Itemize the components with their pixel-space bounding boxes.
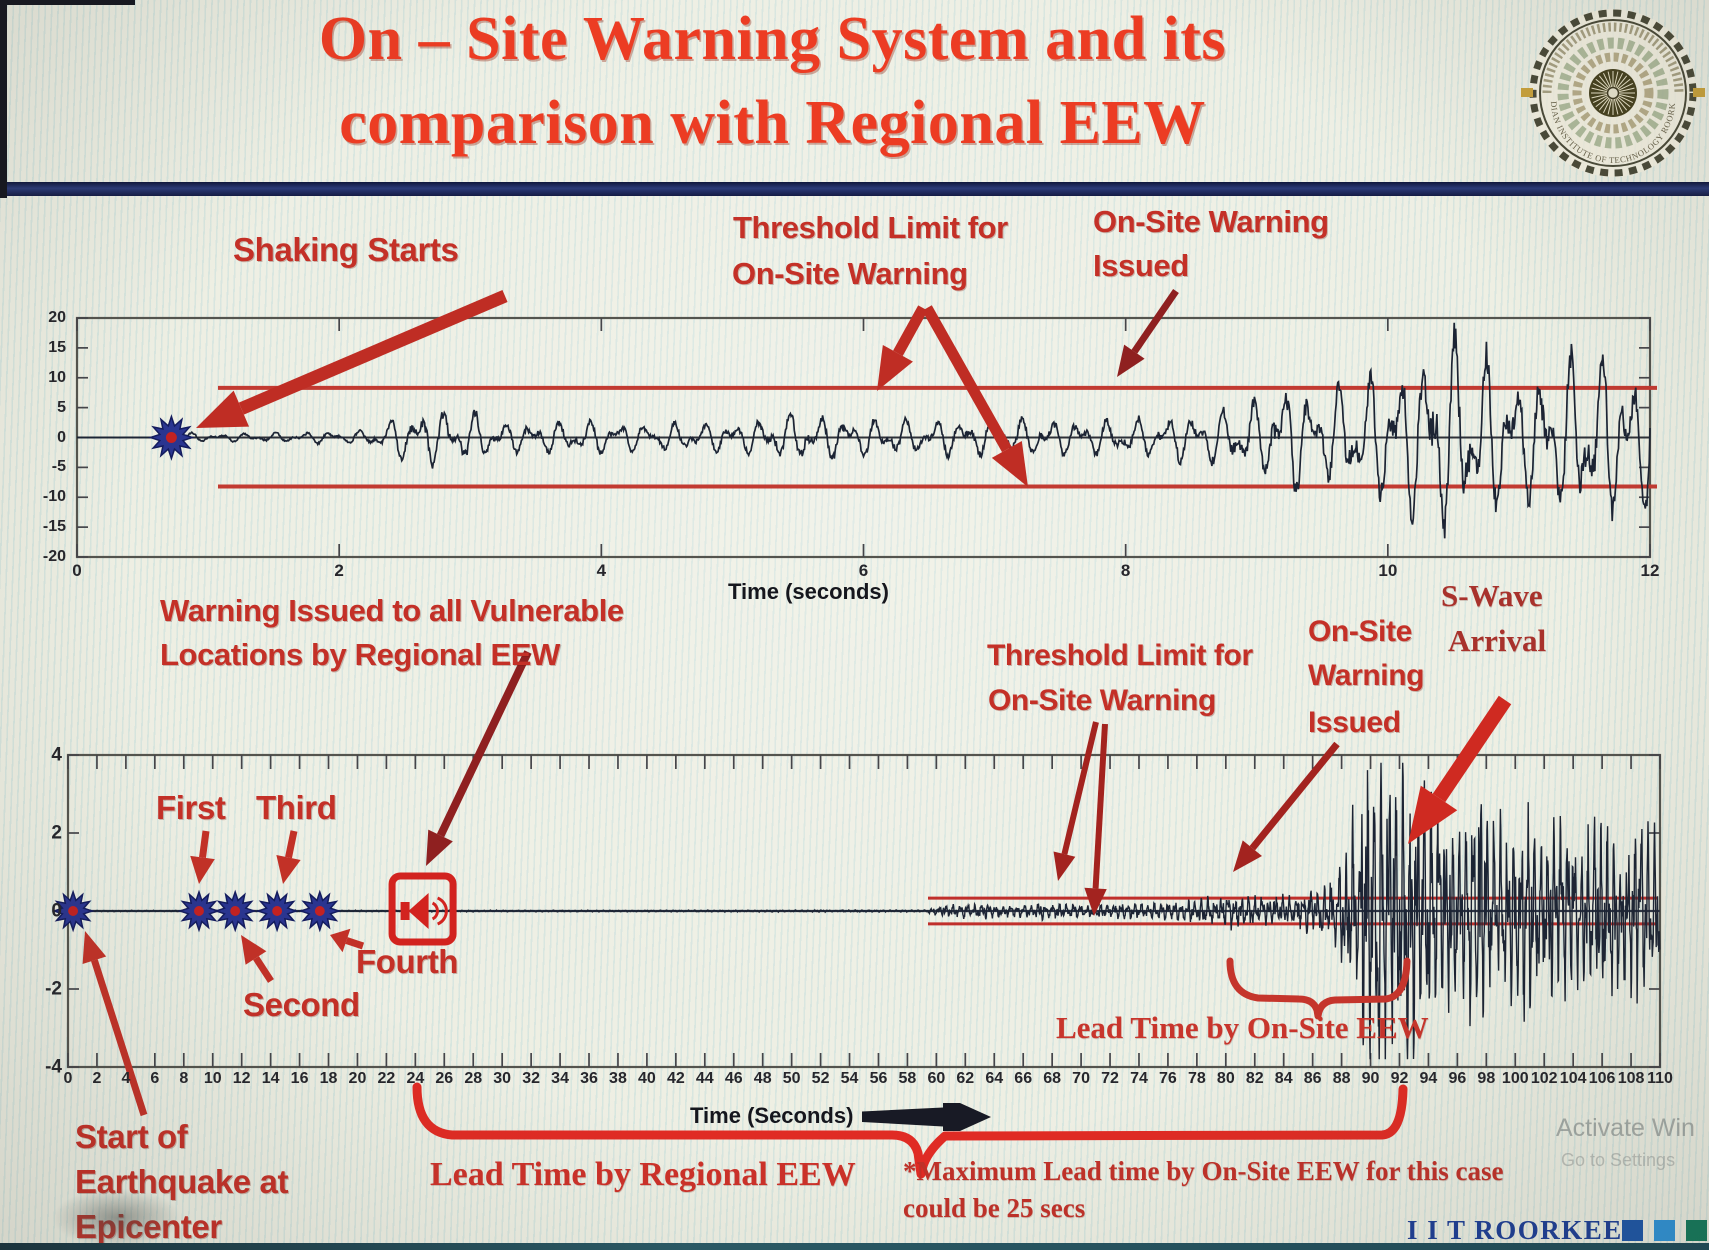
p-wave-detection-marker — [298, 889, 342, 933]
top-chart-waveform — [77, 322, 1651, 539]
lead-time-regional-brace — [412, 1082, 1408, 1179]
bottom-threshold-arrow-left — [1053, 721, 1099, 881]
second-arrow — [241, 935, 274, 983]
epicenter-arrow — [82, 931, 148, 1117]
photo-edge-bottom — [0, 1243, 1709, 1250]
bottom-warning-issued-arrow — [1233, 741, 1340, 872]
third-arrow — [276, 830, 301, 884]
title-separator-bar — [0, 182, 1709, 196]
p-wave-detection-marker — [177, 889, 221, 933]
p-wave-detection-marker — [51, 889, 95, 933]
photo-edge-top — [0, 0, 135, 5]
bottom-threshold-arrow-right — [1084, 723, 1108, 916]
photo-edge-left — [0, 0, 7, 198]
shaking-starts-marker — [148, 414, 195, 461]
top-threshold-arrow-left — [877, 305, 928, 391]
p-wave-detection-marker — [213, 889, 257, 933]
top-threshold-arrow-right — [922, 305, 1028, 487]
shaking-starts-arrow — [196, 290, 508, 428]
p-wave-detection-marker — [255, 889, 299, 933]
regional-warning-arrow — [426, 650, 532, 866]
photo-smudge — [52, 1188, 182, 1248]
s-wave-arrival-arrow — [1408, 695, 1512, 844]
time-direction-arrow-icon — [862, 1103, 991, 1131]
first-arrow — [190, 830, 215, 884]
fourth-arrow — [330, 928, 365, 953]
top-warning-issued-arrow — [1117, 289, 1179, 377]
regional-eew-alarm-icon — [388, 872, 457, 946]
iit-roorkee-logo: INDIAN INSTITUTE OF TECHNOLOGY ROORKEE — [1521, 9, 1705, 177]
lead-time-onsite-brace — [1226, 957, 1411, 1020]
